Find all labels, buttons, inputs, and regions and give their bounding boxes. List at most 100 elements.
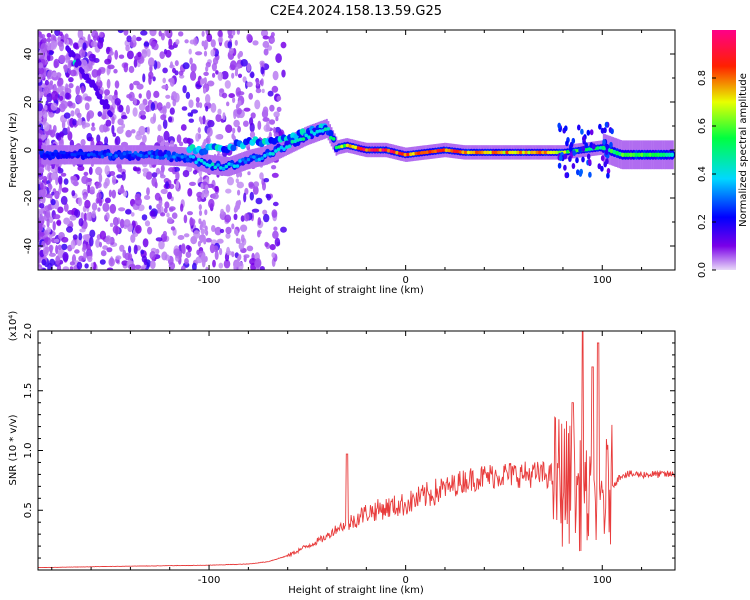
spectral-noise-blob xyxy=(142,73,146,83)
spectral-ridge-blob xyxy=(142,154,146,159)
spectral-noise-blob xyxy=(185,244,191,250)
spectral-ridge-blob xyxy=(444,148,449,152)
colorbar-tick-label: 0.6 xyxy=(697,118,708,134)
spectral-noise-blob xyxy=(66,226,73,233)
spectral-noise-blob xyxy=(200,183,204,189)
snr-ytick-label: 0.5 xyxy=(23,502,34,518)
spectral-noise-blob xyxy=(106,78,111,89)
spectral-noise-blob xyxy=(102,245,108,250)
spectral-noise-blob xyxy=(255,197,263,205)
spectral-noise-blob xyxy=(117,118,124,126)
snr-ytick-label: 2.0 xyxy=(23,323,34,339)
spectral-ridge-blob xyxy=(153,155,157,160)
spectral-noise-blob xyxy=(78,232,83,241)
spectral-noise-blob xyxy=(203,139,207,146)
spectral-noise-blob xyxy=(89,236,94,247)
spectral-noise-blob xyxy=(40,52,45,60)
spectral-noise-blob xyxy=(148,75,152,85)
spectral-noise-blob xyxy=(99,241,102,248)
spectral-noise-blob xyxy=(125,209,132,215)
spectral-ridge-blob xyxy=(188,154,193,159)
spectral-ridge-blob xyxy=(598,146,603,150)
spectral-ridge-blob xyxy=(508,150,512,155)
spectral-noise-blob xyxy=(82,42,87,51)
spectral-noise-blob xyxy=(61,243,68,251)
spectral-noise-blob xyxy=(95,182,102,189)
spectral-noise-blob xyxy=(225,124,233,133)
spectral-noise-blob xyxy=(214,186,219,193)
spectral-noise-blob xyxy=(84,263,89,269)
spectral-noise-blob xyxy=(146,126,150,135)
spectral-ridge-blob xyxy=(279,145,284,150)
spectral-noise-blob xyxy=(155,167,161,175)
spectral-noise-blob xyxy=(65,57,69,63)
spectral-noise-blob xyxy=(249,131,256,139)
spectral-noise-blob xyxy=(215,134,223,140)
spectral-ridge-blob xyxy=(596,146,600,150)
spectral-ridge-blob xyxy=(53,152,58,156)
spectral-noise-blob xyxy=(41,240,46,248)
spectral-noise-blob xyxy=(182,170,190,178)
spectral-noise-blob xyxy=(54,238,60,243)
spectral-noise-blob xyxy=(195,101,200,108)
spectral-noise-blob xyxy=(99,124,106,133)
spectral-noise-blob xyxy=(197,133,202,140)
spectral-noise-blob xyxy=(109,222,114,227)
spectral-noise-blob xyxy=(138,103,146,111)
spectral-noise-blob xyxy=(106,66,110,76)
spectral-noise-blob xyxy=(155,237,163,242)
spectral-noise-blob xyxy=(203,41,208,48)
spectral-noise-blob xyxy=(43,122,50,132)
spectral-noise-blob xyxy=(270,32,275,37)
spectrogram-xtick-label: 100 xyxy=(593,275,612,286)
spectral-noise-blob xyxy=(64,92,70,100)
spectral-noise-blob xyxy=(219,228,225,234)
spectral-noise-blob xyxy=(38,109,43,119)
spectral-noise-blob xyxy=(57,166,61,172)
spectral-ridge-blob xyxy=(472,150,476,155)
spectral-noise-blob xyxy=(58,54,66,64)
spectral-ridge-blob xyxy=(447,148,452,153)
snr-xtick-label: 100 xyxy=(593,575,612,586)
spectral-noise-blob xyxy=(203,50,208,57)
spectral-ridge-blob xyxy=(450,149,454,153)
spectral-noise-blob xyxy=(178,31,184,37)
spectral-burst-blob xyxy=(589,129,594,136)
spectral-noise-blob xyxy=(192,170,198,175)
spectral-noise-blob xyxy=(157,207,162,214)
spectral-noise-blob xyxy=(240,234,245,243)
spectral-ridge-blob xyxy=(601,145,606,151)
spectral-ridge-blob xyxy=(97,151,102,156)
spectral-noise-blob xyxy=(105,119,112,127)
spectrogram-ytick-label: 0 xyxy=(23,147,34,153)
spectral-noise-blob xyxy=(199,102,203,109)
spectral-noise-blob xyxy=(221,70,229,80)
spectral-ridge-blob xyxy=(122,151,127,156)
spectral-noise-blob xyxy=(269,104,275,112)
spectral-noise-blob xyxy=(130,212,135,217)
spectral-noise-blob xyxy=(50,90,59,101)
spectral-noise-blob xyxy=(260,30,269,37)
spectral-noise-blob xyxy=(48,50,54,56)
spectral-burst-blob xyxy=(586,129,591,136)
spectral-ridge-blob xyxy=(202,161,207,165)
spectral-noise-blob xyxy=(40,187,46,198)
spectral-noise-blob xyxy=(199,118,204,125)
spectral-ridge-blob xyxy=(541,150,545,155)
spectral-ridge-blob xyxy=(56,155,61,159)
spectral-noise-blob xyxy=(66,100,73,107)
spectral-ridge-blob xyxy=(177,153,182,158)
spectral-noise-blob xyxy=(105,127,110,132)
spectral-noise-blob xyxy=(169,107,175,115)
spectral-noise-blob xyxy=(252,40,259,46)
spectral-ridge-blob xyxy=(398,151,402,156)
spectral-noise-blob xyxy=(83,251,87,260)
spectral-ridge-blob xyxy=(133,151,138,155)
spectral-noise-blob xyxy=(69,266,74,270)
spectral-noise-blob xyxy=(74,209,81,218)
spectral-noise-blob xyxy=(39,91,44,97)
snr-xtick-label: 0 xyxy=(402,575,408,586)
spectral-noise-blob xyxy=(92,261,97,270)
spectral-ridge-blob xyxy=(232,164,237,168)
spectral-noise-blob xyxy=(46,138,50,146)
